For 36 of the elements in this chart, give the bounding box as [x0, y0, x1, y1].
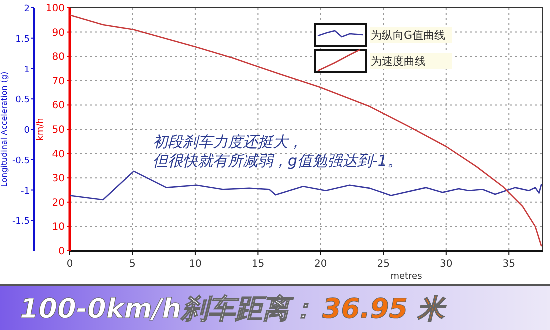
y-tick-label: 80 [52, 52, 65, 64]
x-tick-label: 0 [66, 259, 74, 270]
y-tick-label: 60 [52, 100, 65, 112]
x-tick-label: 35 [502, 259, 516, 270]
y2-tick-label: 2 [24, 4, 30, 14]
x-tick-label: 10 [189, 259, 202, 270]
x-axis-title: metres [390, 272, 423, 282]
x-tick-label: 20 [314, 259, 328, 270]
y2-tick-label: 0.5 [16, 96, 30, 106]
y2-tick-label: -0.5 [12, 156, 30, 166]
y-axis-title: km/h [36, 118, 46, 141]
legend-label: 为纵向G值曲线 [371, 29, 446, 42]
text: 36.95 米 [322, 294, 448, 325]
x-tick-label: 30 [440, 259, 453, 270]
y-tick-label: 10 [52, 222, 65, 234]
y-tick-label: 0 [58, 246, 65, 258]
y-tick-label: 90 [52, 28, 65, 39]
annotation: 初段刹车力度还挺大， [153, 133, 303, 151]
y-tick-label: 70 [52, 76, 65, 88]
y2-tick-label: 0 [24, 126, 30, 136]
y-tick-label: 30 [52, 174, 65, 185]
y-tick-label: 40 [52, 149, 65, 160]
legend-label: 为速度曲线 [371, 55, 426, 68]
y2-tick-label: 1 [24, 65, 30, 76]
y2-axis-title: Longitudinal Acceleration (g) [0, 72, 9, 188]
y2-tick-label: -1 [21, 186, 30, 197]
annotation: 但很快就有所减弱，g值勉强达到-1。 [153, 152, 402, 170]
y2-tick-label: -1.5 [12, 217, 30, 228]
y-tick-label: 100 [46, 4, 65, 14]
x-tick-label: 25 [377, 259, 390, 270]
y2-tick-label: 1.5 [16, 34, 30, 45]
y-tick-label: 20 [52, 198, 65, 209]
x-tick-label: 15 [252, 259, 265, 270]
x-tick-label: 5 [130, 259, 136, 270]
text: 100-0km/h刹车距离： [20, 294, 317, 325]
y-tick-label: 50 [52, 125, 65, 136]
